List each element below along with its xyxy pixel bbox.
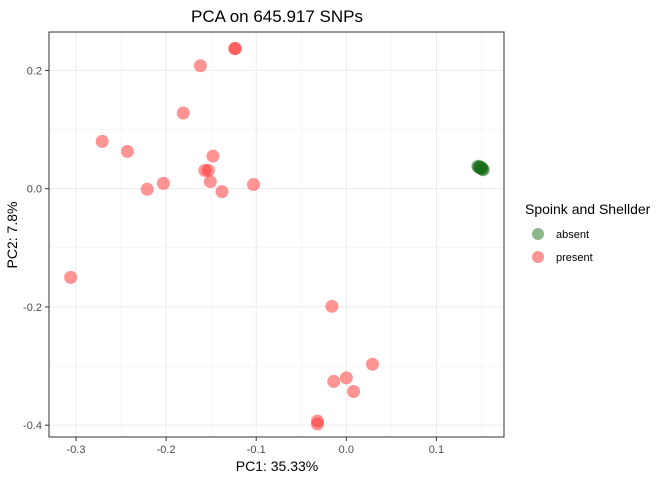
y-tick-label: 0.0 (27, 184, 42, 196)
plot-border (48, 31, 505, 438)
data-point-present (203, 175, 217, 189)
x-tick-label: 0.0 (339, 444, 354, 456)
x-axis-ticks: -0.3 -0.2 -0.1 0.0 0.1 (67, 437, 444, 456)
y-tick-label: -0.2 (23, 302, 42, 314)
y-axis-ticks: -0.4 -0.2 0.0 0.2 (23, 65, 49, 432)
data-point-present (327, 374, 341, 388)
chart-title: PCA on 645.917 SNPs (191, 7, 363, 26)
y-axis-title: PC2: 7.8% (4, 202, 20, 269)
data-point-present (228, 42, 242, 56)
x-axis-title: PC1: 35.33% (236, 458, 319, 474)
plot-background (49, 32, 504, 437)
legend-item-absent: absent (532, 228, 589, 241)
data-point-present (140, 182, 154, 196)
legend-item-present: present (532, 251, 593, 264)
data-point-present (247, 178, 261, 192)
data-point-present (64, 270, 78, 284)
data-point-absent (474, 160, 488, 174)
x-tick-label: -0.3 (67, 444, 86, 456)
data-point-present (156, 176, 170, 190)
y-tick-label: 0.2 (27, 65, 42, 77)
data-point-present (347, 384, 361, 398)
x-tick-label: 0.1 (429, 444, 444, 456)
data-point-present (339, 371, 353, 385)
x-tick-label: -0.1 (247, 444, 266, 456)
data-point-present (201, 163, 215, 177)
data-point-present (120, 144, 134, 158)
y-tick-label: -0.4 (23, 420, 42, 432)
data-point-present (95, 134, 109, 148)
grid-major (49, 32, 504, 437)
data-points (64, 42, 490, 431)
legend-label-present: present (556, 252, 593, 264)
data-point-present (193, 59, 207, 73)
plot-panel (48, 31, 505, 438)
x-tick-label: -0.2 (157, 444, 176, 456)
data-point-present (215, 185, 229, 199)
data-point-present (325, 299, 339, 313)
legend-label-absent: absent (556, 229, 589, 241)
data-point-present (206, 149, 220, 163)
grid-minor (49, 32, 504, 437)
legend-key-absent (532, 228, 544, 240)
legend-title: Spoink and Shellder (525, 201, 651, 217)
legend: Spoink and Shellder absent present (525, 201, 651, 264)
data-point-present (176, 106, 190, 120)
data-point-present (310, 417, 324, 431)
legend-key-present (532, 251, 544, 263)
data-point-present (365, 357, 379, 371)
